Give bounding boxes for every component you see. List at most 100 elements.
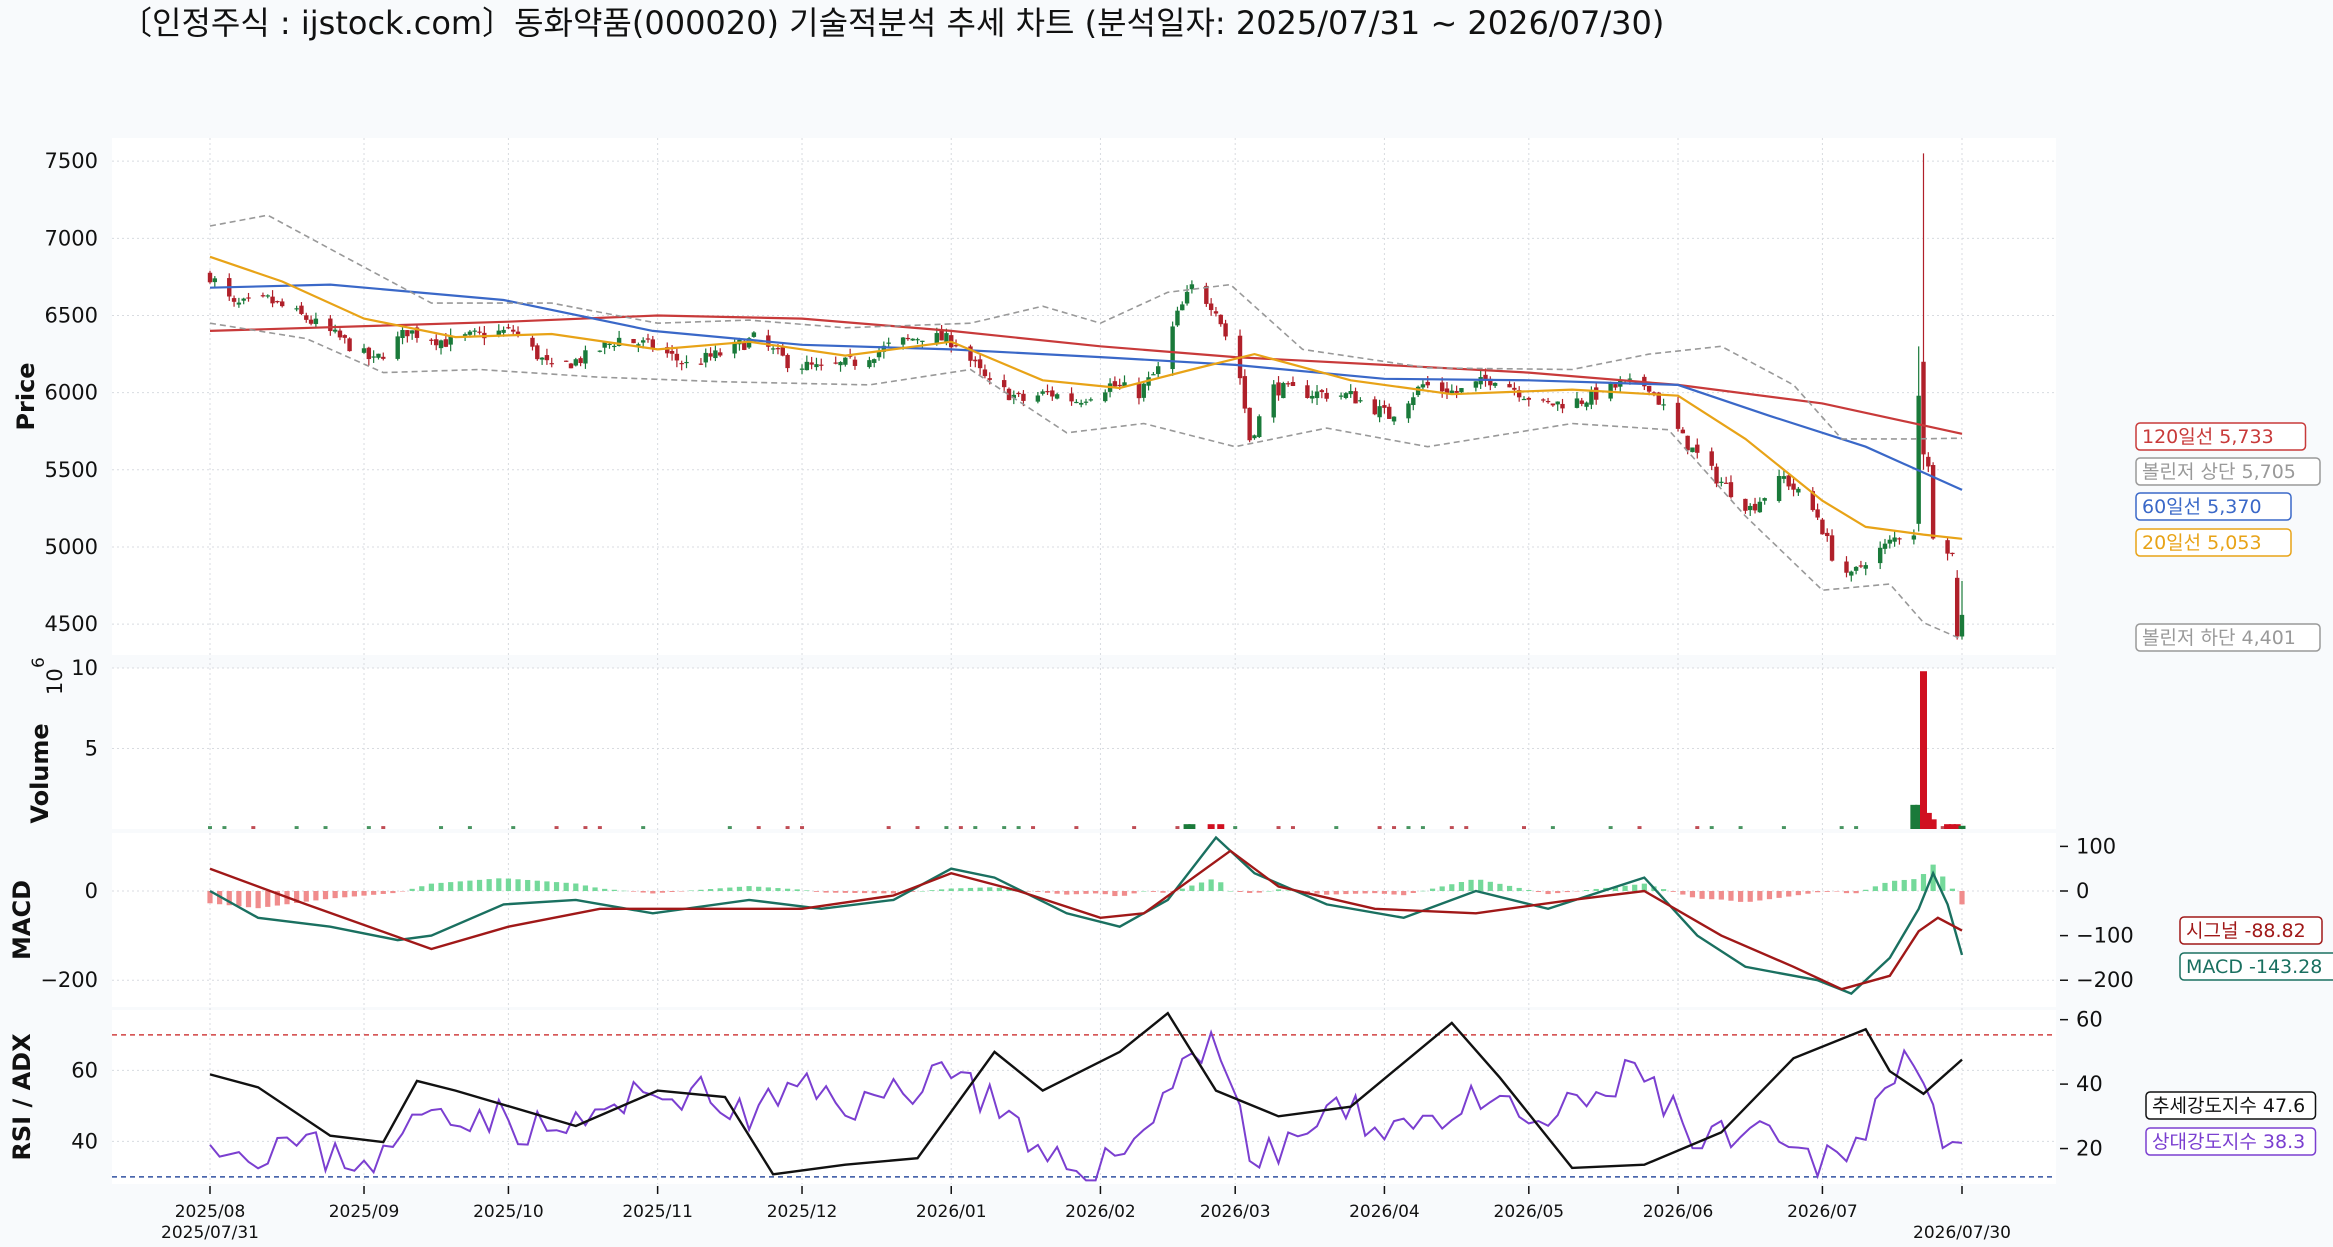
adx-right-tick-label: 20 (2076, 1137, 2103, 1161)
volume-bar (323, 826, 328, 829)
candle-body (1911, 535, 1917, 540)
candle-body (607, 343, 612, 345)
tag-box (2145, 1127, 2317, 1156)
candle-body (279, 301, 285, 307)
candle-body (347, 338, 352, 352)
macd-histogram-bar (1930, 864, 1936, 891)
macd-histogram-bar (448, 882, 454, 891)
candle-body (636, 344, 641, 346)
x-tick-label: 2025/09 (329, 1202, 400, 1222)
macd-histogram-bar (602, 888, 608, 891)
volume-bar (1958, 825, 1966, 829)
volume-bar (1290, 826, 1295, 829)
macd-histogram-bar (1728, 891, 1734, 901)
candle-body (674, 353, 680, 361)
macd-histogram-bar (1064, 891, 1070, 895)
x-tick-sublabel: 2026/07/30 (1913, 1223, 2011, 1243)
candle-body (1579, 400, 1584, 404)
macd-histogram-bar (1766, 891, 1773, 900)
macd-histogram-bar (1632, 884, 1638, 891)
candle-body (1377, 406, 1382, 418)
candle-body (1541, 399, 1546, 401)
candle-body (1743, 498, 1748, 511)
x-tick-label: 2025/10 (473, 1202, 544, 1222)
candle-body (1184, 291, 1190, 304)
candle-body (1488, 378, 1493, 386)
macd-histogram-bar (1468, 879, 1474, 891)
plot-layer (112, 153, 2056, 1182)
volume-bar (1550, 826, 1555, 829)
price-tick-label: 7500 (45, 149, 98, 173)
candle-body (1001, 380, 1007, 388)
candle-body (1844, 561, 1849, 573)
macd-histogram-bar (592, 887, 598, 891)
candle-body (1646, 385, 1652, 392)
macd-histogram-bar (929, 890, 935, 891)
candle-body (1170, 326, 1175, 370)
macd-histogram-bar (1381, 891, 1388, 894)
macd-histogram-bar (1920, 874, 1927, 891)
candle-body (207, 272, 213, 283)
macd-histogram-bar (207, 891, 213, 904)
volume-bar (1637, 826, 1642, 829)
macd-histogram-bar (1285, 890, 1291, 891)
candle-body (1112, 381, 1118, 387)
candle-body (1877, 547, 1883, 564)
candle-body (366, 347, 372, 360)
volume-bar (641, 826, 646, 829)
volume-bar (1929, 819, 1937, 829)
volume-bar (208, 826, 212, 829)
macd-histogram-bar (1141, 891, 1147, 892)
candle-body (1651, 392, 1657, 394)
candle-body (1815, 509, 1820, 518)
macd-histogram-bar (1757, 891, 1763, 901)
macd-histogram-bar (1410, 891, 1416, 894)
candle-body (1473, 381, 1479, 388)
adx-right-tick-label: 60 (2076, 1008, 2103, 1032)
candle-body (1613, 384, 1618, 388)
candle-body (1045, 391, 1050, 393)
macd-histogram-bar (322, 891, 329, 900)
candle-body (900, 337, 906, 345)
candle-body (241, 298, 246, 301)
macd-value-tag: MACD -143.28 (2179, 952, 2333, 981)
volume-bar (439, 826, 444, 829)
candle-body (1372, 399, 1377, 415)
candle-body (1391, 416, 1397, 422)
macd-histogram-bar (967, 887, 974, 891)
macd-histogram-bar (1372, 891, 1378, 894)
macd-histogram-bar (1776, 891, 1782, 898)
candle-body (1353, 391, 1358, 404)
macd-histogram-bar (1362, 891, 1368, 894)
candle-body (1849, 571, 1854, 576)
candle-body (775, 348, 781, 350)
candle-body (361, 348, 367, 353)
macd-histogram-bar (1420, 890, 1426, 892)
macd-histogram-bar (563, 882, 569, 891)
macd-histogram-bar (1815, 891, 1821, 893)
macd-histogram-bar (265, 891, 271, 907)
macd-histogram-bar (977, 887, 983, 891)
candle-body (910, 338, 915, 341)
x-tick-label: 2026/01 (916, 1202, 987, 1222)
candle-body (1088, 399, 1094, 401)
candle-body (1776, 476, 1782, 502)
macd-histogram-bar (1343, 891, 1349, 895)
macd-histogram-bar (996, 887, 1002, 891)
volume-bar (294, 826, 299, 829)
candle-body (1574, 398, 1580, 408)
macd-histogram-bar (1911, 879, 1917, 891)
macd-histogram-bar (1526, 889, 1532, 891)
candle-body (414, 327, 420, 338)
volume-bar (1334, 826, 1339, 829)
volume-bar (511, 826, 516, 829)
candle-body (1882, 543, 1888, 549)
candle-body (1208, 303, 1214, 311)
volume-bar (1406, 826, 1411, 829)
candle-body (1141, 383, 1146, 398)
candle-body (838, 362, 843, 366)
candle-body (1459, 388, 1464, 393)
macd-histogram-bar (438, 882, 444, 891)
macd-histogram-bar (1497, 883, 1503, 891)
price-tick-label: 7000 (45, 226, 98, 250)
